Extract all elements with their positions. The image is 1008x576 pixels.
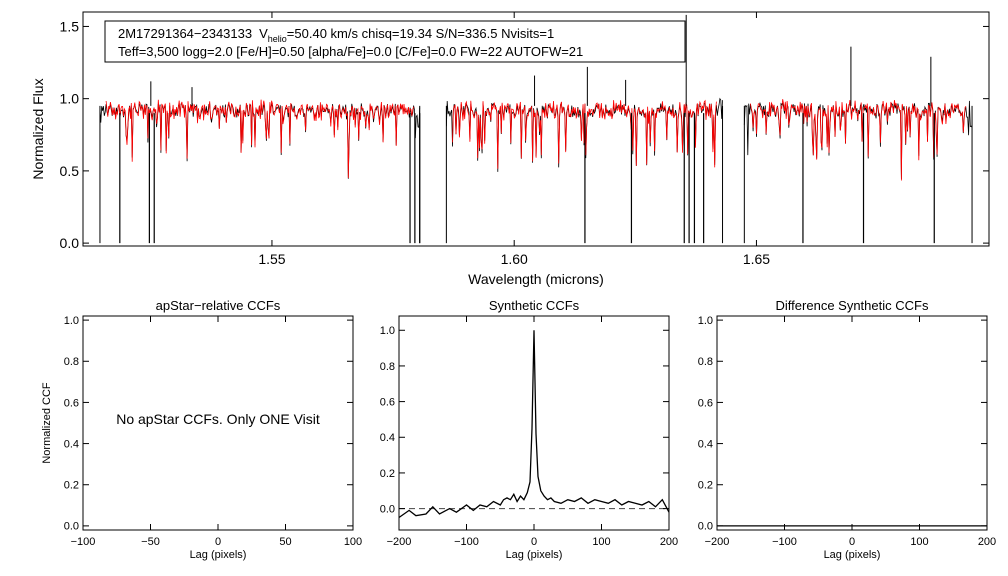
ccf1-x-tick-label: 100 xyxy=(344,536,362,548)
ccf3-x-tick-label: −200 xyxy=(705,536,730,548)
spectrum-info-line1: 2M17291364−2343133 Vhelio=50.40 km/s chis… xyxy=(118,26,554,44)
ccf3-y-tick-label: 0.0 xyxy=(698,521,713,533)
synthetic-ccf-title: Synthetic CCFs xyxy=(489,298,580,313)
difference-ccf-ticks: −200 −100 0 100 200 0.0 0.2 0.4 0.6 0.8 1.0 xyxy=(698,315,996,548)
ccf3-x-tick-label: 100 xyxy=(910,536,928,548)
ccf3-y-tick-label: 0.4 xyxy=(698,438,713,450)
ccf2-x-tick-label: 200 xyxy=(660,536,678,548)
apstar-ccf-note: No apStar CCFs. Only ONE Visit xyxy=(116,411,320,427)
ccf2-x-tick-label: −100 xyxy=(454,536,479,548)
spectrum-x-tick-label: 1.60 xyxy=(501,251,528,267)
spectrum-y-tick-label: 0.0 xyxy=(60,235,80,251)
synthetic-ccf-ticks: −200 −100 0 100 200 0.0 0.2 0.4 0.6 0.8 1.0 xyxy=(380,316,678,548)
apstar-ccf-y-axis-label: Normalized CCF xyxy=(41,382,53,464)
model-spectrum-line xyxy=(105,99,967,181)
apstar-ccf-x-axis-label: Lag (pixels) xyxy=(190,549,247,561)
spectrum-x-tick-label: 1.65 xyxy=(743,251,770,267)
ccf2-x-tick-label: −200 xyxy=(387,536,412,548)
ccf1-y-tick-label: 0.4 xyxy=(64,438,79,450)
ccf3-x-tick-label: 200 xyxy=(978,536,996,548)
apstar-ccf-title: apStar−relative CCFs xyxy=(156,298,281,313)
spectrum-info-box: 2M17291364−2343133 Vhelio=50.40 km/s chis… xyxy=(104,20,686,63)
spectrum-ticks: 1.55 1.60 1.65 0.0 0.5 1.0 1.5 xyxy=(60,12,989,267)
synthetic-ccf-x-axis-label: Lag (pixels) xyxy=(506,549,563,561)
spectrum-info-line2: Teff=3,500 logg=2.0 [Fe/H]=0.50 [alpha/F… xyxy=(118,44,583,59)
spectrum-y-tick-label: 0.5 xyxy=(60,163,80,179)
apstar-ccf-panel: apStar−relative CCFs −100 −50 0 50 100 0.0 0.2… xyxy=(41,298,362,561)
vhelio-symbol: V xyxy=(259,26,268,41)
spectrum-y-axis-label: Normalized Flux xyxy=(30,78,46,179)
ccf1-y-tick-label: 0.6 xyxy=(64,397,79,409)
spectrum-series-group xyxy=(99,14,973,244)
vhelio-value-and-stats: =50.40 km/s chisq=19.34 S/N=336.5 Nvisit… xyxy=(287,26,554,41)
ccf1-x-tick-label: 0 xyxy=(215,536,221,548)
ccf1-y-tick-label: 0.2 xyxy=(64,480,79,492)
ccf1-x-tick-label: 50 xyxy=(279,536,291,548)
difference-ccf-x-axis-label: Lag (pixels) xyxy=(824,549,881,561)
spectrum-x-tick-label: 1.55 xyxy=(258,251,285,267)
ccf2-x-tick-label: 100 xyxy=(592,536,610,548)
difference-ccf-axes-frame xyxy=(716,315,988,531)
star-id: 2M17291364−2343133 xyxy=(118,26,252,41)
apstar-ccf-ticks: −100 −50 0 50 100 0.0 0.2 0.4 0.6 0.8 1.0 xyxy=(64,315,362,548)
spectrum-axes-frame xyxy=(82,11,990,247)
ccf1-x-tick-label: −50 xyxy=(141,536,160,548)
ccf1-y-tick-label: 0.8 xyxy=(64,356,79,368)
ccf2-y-tick-label: 0.2 xyxy=(380,468,395,480)
difference-ccf-panel: Difference Synthetic CCFs −200 −100 0 100 20… xyxy=(698,298,996,561)
synthetic-ccf-panel: Synthetic CCFs −200 −100 0 100 200 0.0 0.2 0.4 0… xyxy=(380,298,678,561)
ccf3-y-tick-label: 0.2 xyxy=(698,480,713,492)
ccf3-y-tick-label: 1.0 xyxy=(698,315,713,327)
ccf2-y-tick-label: 0.8 xyxy=(380,361,395,373)
ccf3-x-tick-label: 0 xyxy=(849,536,855,548)
ccf2-x-tick-label: 0 xyxy=(531,536,537,548)
ccf2-y-tick-label: 0.6 xyxy=(380,396,395,408)
spectrum-panel: 1.55 1.60 1.65 0.0 0.5 1.0 1.5 Wavelength (mic… xyxy=(30,11,990,287)
vhelio-subscript: helio xyxy=(268,34,287,44)
ccf1-x-tick-label: −100 xyxy=(71,536,96,548)
ccf3-y-tick-label: 0.6 xyxy=(698,397,713,409)
ccf2-y-tick-label: 0.4 xyxy=(380,432,395,444)
spectrum-x-axis-label: Wavelength (microns) xyxy=(468,271,604,287)
ccf2-y-tick-label: 0.0 xyxy=(380,503,395,515)
ccf3-y-tick-label: 0.8 xyxy=(698,356,713,368)
ccf1-y-tick-label: 0.0 xyxy=(64,521,79,533)
ccf2-y-tick-label: 1.0 xyxy=(380,325,395,337)
ccf1-y-tick-label: 1.0 xyxy=(64,315,79,327)
synthetic-ccf-series-group xyxy=(398,330,670,519)
ccf3-x-tick-label: −100 xyxy=(772,536,797,548)
spectrum-y-tick-label: 1.0 xyxy=(60,91,80,107)
ccf-series-line xyxy=(398,330,670,519)
spectrum-y-tick-label: 1.5 xyxy=(60,18,80,34)
difference-ccf-title: Difference Synthetic CCFs xyxy=(776,298,929,313)
